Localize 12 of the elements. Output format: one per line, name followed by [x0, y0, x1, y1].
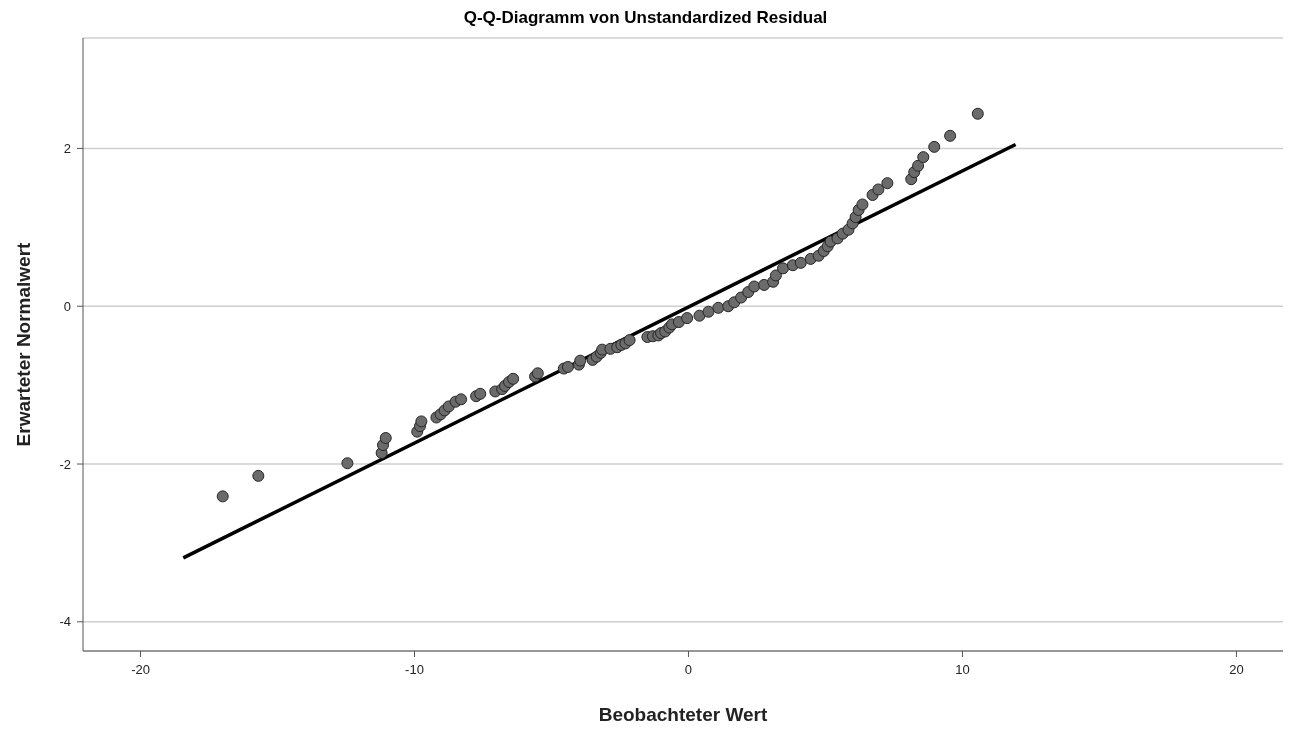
- chart-title: Q-Q-Diagramm von Unstandardized Residual: [462, 8, 829, 28]
- y-tick-label: 2: [63, 141, 71, 157]
- x-tick-label: -10: [405, 662, 424, 678]
- x-tick-label: 20: [1229, 662, 1244, 678]
- y-tick-label: -4: [59, 614, 71, 630]
- x-tick-label: -20: [131, 662, 150, 678]
- x-tick-label: 10: [955, 662, 970, 678]
- x-axis-title: Beobachteter Wert: [598, 704, 768, 725]
- y-tick-label: -2: [59, 456, 71, 472]
- x-tick-label: 0: [684, 662, 693, 678]
- y-axis-title: Erwarteter Normalwert: [12, 241, 34, 447]
- y-tick-label: 0: [63, 298, 71, 314]
